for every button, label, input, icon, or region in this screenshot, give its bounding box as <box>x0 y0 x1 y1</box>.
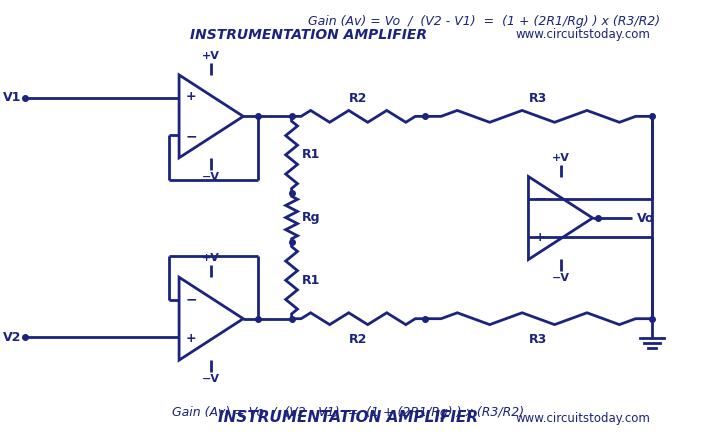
Text: INSTRUMENTATION AMPLIFIER: INSTRUMENTATION AMPLIFIER <box>218 410 478 425</box>
Text: −V: −V <box>202 374 220 384</box>
Text: Rg: Rg <box>302 211 320 224</box>
Text: −: − <box>185 292 197 306</box>
Text: +: + <box>185 332 196 345</box>
Text: R1: R1 <box>302 148 320 161</box>
Text: R2: R2 <box>349 333 367 345</box>
Text: +: + <box>185 90 196 103</box>
Text: V2: V2 <box>3 331 21 344</box>
Text: +V: +V <box>551 153 570 163</box>
Text: R3: R3 <box>529 92 548 105</box>
Text: +V: +V <box>202 253 220 264</box>
Text: −V: −V <box>202 172 220 182</box>
Text: R3: R3 <box>529 333 548 345</box>
Text: INSTRUMENTATION AMPLIFIER: INSTRUMENTATION AMPLIFIER <box>190 28 427 41</box>
Text: Gain (Av) = Vo  /  (V2 - V1)  =  (1 + (2R1/Rg) ) x (R3/R2): Gain (Av) = Vo / (V2 - V1) = (1 + (2R1/R… <box>172 406 524 419</box>
Text: −V: −V <box>551 273 570 283</box>
Text: Vo: Vo <box>637 212 654 224</box>
Text: www.circuitstoday.com: www.circuitstoday.com <box>515 412 650 425</box>
Text: Gain (Av) = Vo  /  (V2 - V1)  =  (1 + (2R1/Rg) ) x (R3/R2): Gain (Av) = Vo / (V2 - V1) = (1 + (2R1/R… <box>308 15 660 28</box>
Text: www.circuitstoday.com: www.circuitstoday.com <box>515 28 650 40</box>
Text: R1: R1 <box>302 274 320 287</box>
Text: −: − <box>185 129 197 143</box>
Text: V1: V1 <box>3 91 21 104</box>
Text: +: + <box>535 231 546 244</box>
Text: R2: R2 <box>349 92 367 105</box>
Text: −: − <box>534 191 546 205</box>
Text: +V: +V <box>202 51 220 61</box>
